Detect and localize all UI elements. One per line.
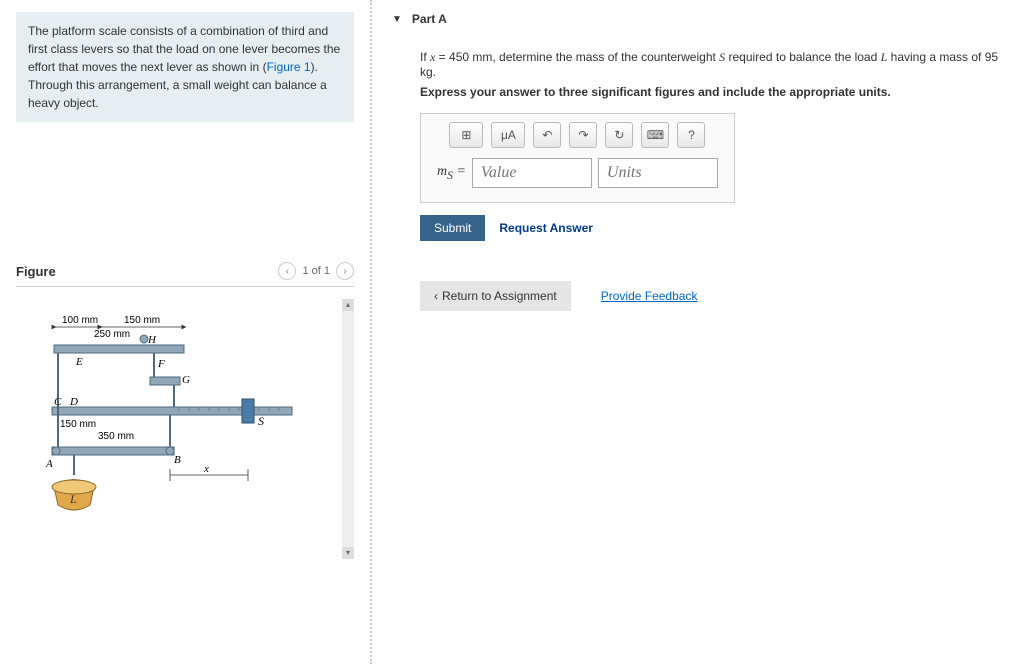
request-answer-link[interactable]: Request Answer <box>499 221 593 235</box>
pager-next-button[interactable]: › <box>336 262 354 280</box>
part-label: Part A <box>412 12 447 26</box>
svg-text:150 mm: 150 mm <box>124 315 160 326</box>
svg-text:x: x <box>203 463 209 475</box>
svg-text:150 mm: 150 mm <box>60 419 96 430</box>
svg-text:D: D <box>69 396 78 408</box>
part-header[interactable]: ▼ Part A <box>392 12 1004 30</box>
figure-svg: 100 mm 150 mm 250 mm 150 mm 350 mm x E <box>24 307 324 537</box>
svg-text:C: C <box>54 396 62 408</box>
provide-feedback-link[interactable]: Provide Feedback <box>601 289 698 303</box>
figure-pager: ‹ 1 of 1 › <box>278 262 354 280</box>
pager-prev-button[interactable]: ‹ <box>278 262 296 280</box>
units-input[interactable] <box>598 158 718 188</box>
svg-text:B: B <box>174 454 181 466</box>
templates-button[interactable]: ⊞ <box>449 122 483 148</box>
svg-text:S: S <box>258 414 264 428</box>
reset-button[interactable]: ↻ <box>605 122 633 148</box>
redo-button[interactable]: ↷ <box>569 122 597 148</box>
pager-text: 1 of 1 <box>302 265 330 277</box>
question-text: If x = 450 mm, determine the mass of the… <box>420 50 1004 79</box>
instruction-text: Express your answer to three significant… <box>420 85 1004 99</box>
figure-link[interactable]: Figure 1 <box>267 60 311 74</box>
svg-text:350 mm: 350 mm <box>98 431 134 442</box>
keyboard-button[interactable]: ⌨ <box>641 122 669 148</box>
svg-text:250 mm: 250 mm <box>94 329 130 340</box>
submit-button[interactable]: Submit <box>420 215 485 241</box>
svg-text:100 mm: 100 mm <box>62 315 98 326</box>
subscript-button[interactable]: μA <box>491 122 525 148</box>
value-input[interactable] <box>472 158 592 188</box>
svg-text:L: L <box>69 492 77 506</box>
svg-text:H: H <box>147 334 157 346</box>
return-button[interactable]: ‹ Return to Assignment <box>420 281 571 311</box>
caret-down-icon: ▼ <box>392 14 402 25</box>
svg-text:F: F <box>157 358 165 370</box>
scroll-up-button[interactable]: ▴ <box>342 299 354 311</box>
variable-label: mS = <box>437 164 466 182</box>
svg-text:A: A <box>45 458 53 470</box>
svg-text:E: E <box>75 356 83 368</box>
undo-button[interactable]: ↶ <box>533 122 561 148</box>
figure-body: ▴ ▾ <box>16 299 354 559</box>
scroll-down-button[interactable]: ▾ <box>342 547 354 559</box>
figure-title: Figure <box>16 264 56 279</box>
answer-widget: ⊞ μA ↶ ↷ ↻ ⌨ ? mS = <box>420 113 735 203</box>
help-button[interactable]: ? <box>677 122 705 148</box>
chevron-left-icon: ‹ <box>434 289 438 303</box>
problem-description: The platform scale consists of a combina… <box>16 12 354 122</box>
svg-text:G: G <box>182 374 190 386</box>
